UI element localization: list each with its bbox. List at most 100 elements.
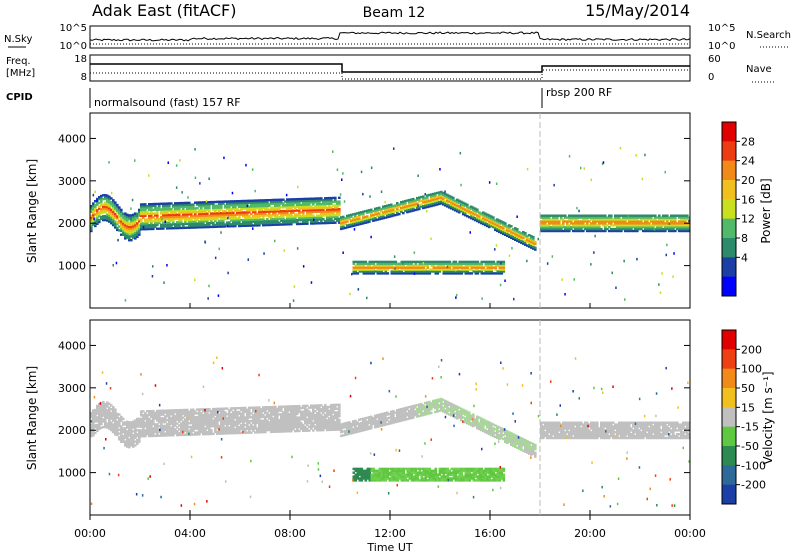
power-cell: [322, 204, 325, 208]
power-cell: [268, 216, 271, 219]
power-cell: [106, 200, 109, 203]
power-cell: [260, 199, 263, 202]
power-cell: [266, 220, 269, 223]
power-cell: [210, 200, 213, 204]
velocity-cell: [148, 423, 151, 426]
power-cell: [456, 200, 459, 203]
power-cell: [580, 227, 583, 231]
power-cell: [618, 222, 621, 225]
velocity-cell: [298, 406, 301, 410]
power-cell: [192, 226, 195, 229]
power-cell: [212, 223, 215, 227]
velocity-cell: [122, 421, 125, 424]
power-cell: [482, 211, 485, 214]
velocity-cell: [258, 406, 261, 409]
power-cell: [262, 199, 265, 202]
velocity-cell: [226, 420, 229, 424]
power-cell: [114, 203, 117, 206]
velocity-cell: [96, 420, 99, 423]
power-cell: [162, 204, 165, 207]
power-cell: [288, 219, 291, 222]
power-cell: [258, 224, 261, 227]
velocity-cell: [148, 413, 151, 417]
power-cell: [576, 229, 579, 233]
power-cell: [324, 212, 327, 215]
power-cell: [648, 226, 651, 229]
velocity-cell: [334, 426, 337, 429]
power-cell: [230, 213, 233, 216]
power-cell: [428, 203, 431, 206]
power-cell: [574, 222, 577, 225]
power-cell: [482, 222, 485, 226]
velocity-cell: [124, 440, 127, 443]
velocity-cell: [256, 415, 259, 419]
power-cell: [474, 272, 478, 275]
power-cell: [628, 218, 631, 221]
power-cell: [664, 226, 667, 229]
noise-search-label: N.Search: [746, 30, 791, 41]
power-cell: [398, 264, 402, 267]
power-cell: [196, 224, 199, 227]
power-cell: [370, 260, 374, 264]
power-cell: [220, 213, 223, 217]
power-cell: [616, 227, 619, 231]
power-cell: [678, 227, 681, 231]
power-cell: [310, 201, 313, 204]
velocity-cell: [226, 418, 229, 422]
power-cell: [168, 217, 171, 220]
power-cell: [418, 260, 422, 264]
power-cell: [368, 266, 372, 269]
power-point: [283, 249, 285, 252]
velocity-cell: [250, 419, 253, 423]
velocity-cell: [144, 421, 147, 424]
velocity-cell: [266, 413, 269, 417]
power-cell: [130, 214, 133, 217]
power-cell: [470, 205, 473, 208]
power-cell: [94, 213, 97, 216]
power-cell: [150, 225, 153, 229]
power-cell: [272, 212, 275, 215]
velocity-cell: [158, 424, 161, 428]
power-cell: [460, 270, 464, 273]
power-cell: [358, 213, 361, 216]
velocity-cell: [158, 411, 161, 414]
velocity-cell: [146, 433, 149, 436]
velocity-cell: [168, 430, 171, 433]
velocity-cell: [250, 406, 253, 409]
velocity-cell: [284, 422, 287, 425]
power-cell: [140, 214, 143, 218]
velocity-cell: [102, 406, 105, 410]
power-cell: [280, 206, 283, 209]
power-cell: [226, 211, 229, 215]
velocity-cell: [198, 425, 201, 428]
power-cell: [560, 218, 563, 221]
power-cell: [562, 226, 565, 229]
power-cell: [92, 204, 95, 207]
velocity-cell: [160, 428, 163, 432]
power-cell: [580, 229, 583, 233]
velocity-cell: [202, 419, 205, 422]
power-cell: [184, 213, 187, 216]
power-cell: [302, 203, 305, 206]
power-cell: [644, 229, 647, 233]
power-cell: [152, 216, 155, 219]
power-cell: [386, 264, 390, 267]
velocity-cell: [266, 406, 269, 409]
velocity-cell: [292, 418, 295, 421]
power-cell: [432, 204, 435, 207]
power-cell: [202, 210, 205, 214]
power-cell: [284, 213, 287, 217]
power-cell: [420, 268, 424, 271]
power-cell: [236, 201, 239, 205]
velocity-cell: [248, 408, 251, 411]
power-cell: [478, 219, 481, 222]
power-cell: [632, 220, 635, 223]
power-cell: [140, 209, 143, 212]
velocity-cell: [120, 419, 123, 422]
power-cell: [416, 268, 420, 271]
power-cell: [214, 212, 217, 215]
power-point: [161, 217, 163, 221]
power-cell: [498, 228, 501, 232]
velocity-cell: [120, 415, 123, 419]
power-cell: [504, 226, 507, 229]
